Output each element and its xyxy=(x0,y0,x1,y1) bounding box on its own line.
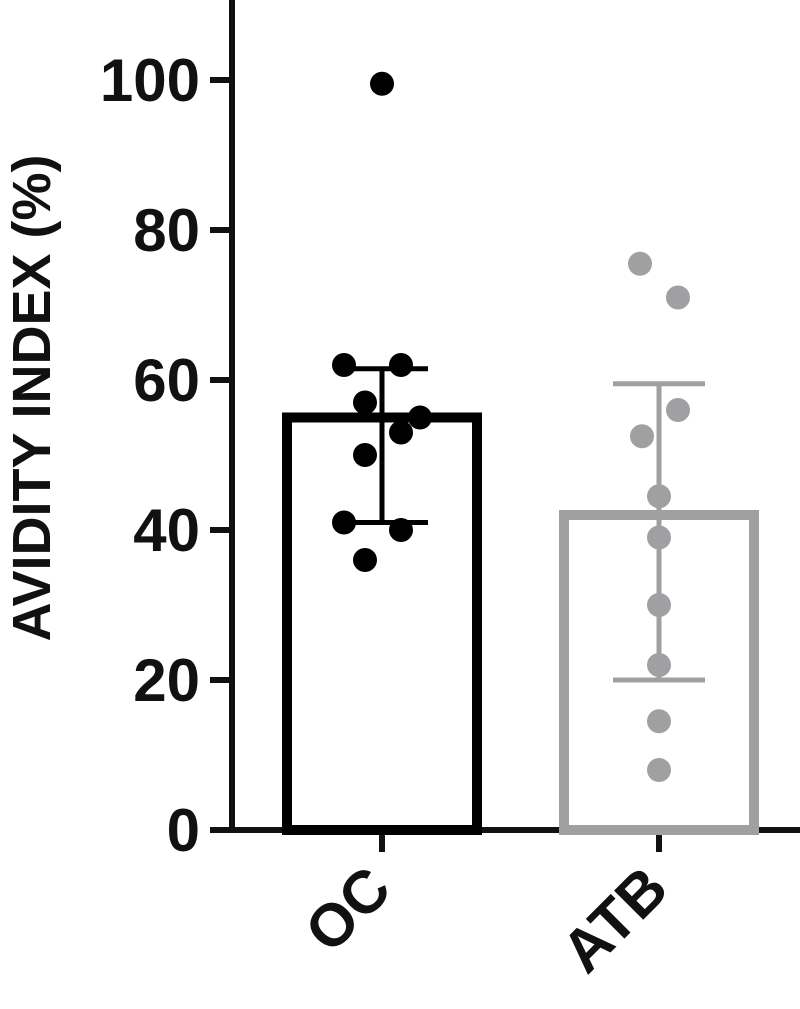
data-point xyxy=(389,353,413,377)
y-tick-label: 80 xyxy=(133,197,200,264)
x-category-label: OC xyxy=(292,854,403,965)
data-point xyxy=(332,510,356,535)
data-point xyxy=(666,285,690,310)
y-ticks: 0 20 40 60 80 100 xyxy=(100,47,232,864)
data-point xyxy=(370,71,394,96)
data-point xyxy=(647,758,671,782)
y-tick-label: 60 xyxy=(133,347,200,414)
data-point xyxy=(630,424,654,449)
data-point xyxy=(647,653,671,677)
data-point xyxy=(353,548,377,572)
data-point xyxy=(353,443,377,467)
data-point xyxy=(408,405,432,430)
data-point xyxy=(647,593,671,617)
data-point xyxy=(353,390,377,415)
x-ticks: OC ATB xyxy=(292,830,680,985)
bars xyxy=(282,412,759,835)
data-point xyxy=(389,518,413,542)
data-point xyxy=(666,398,690,422)
y-tick-label: 40 xyxy=(133,497,200,564)
data-point xyxy=(647,484,671,509)
data-point xyxy=(332,353,356,377)
data-point xyxy=(389,420,413,445)
y-tick-label: 20 xyxy=(133,647,200,714)
y-tick-label: 100 xyxy=(100,47,200,114)
y-axis-title: AVIDITY INDEX (%) xyxy=(2,154,62,641)
data-point xyxy=(647,709,671,734)
x-category-label: ATB xyxy=(549,854,680,985)
data-points xyxy=(332,71,690,782)
data-point xyxy=(647,525,671,550)
data-point xyxy=(628,251,652,276)
y-tick-label: 0 xyxy=(167,797,200,864)
